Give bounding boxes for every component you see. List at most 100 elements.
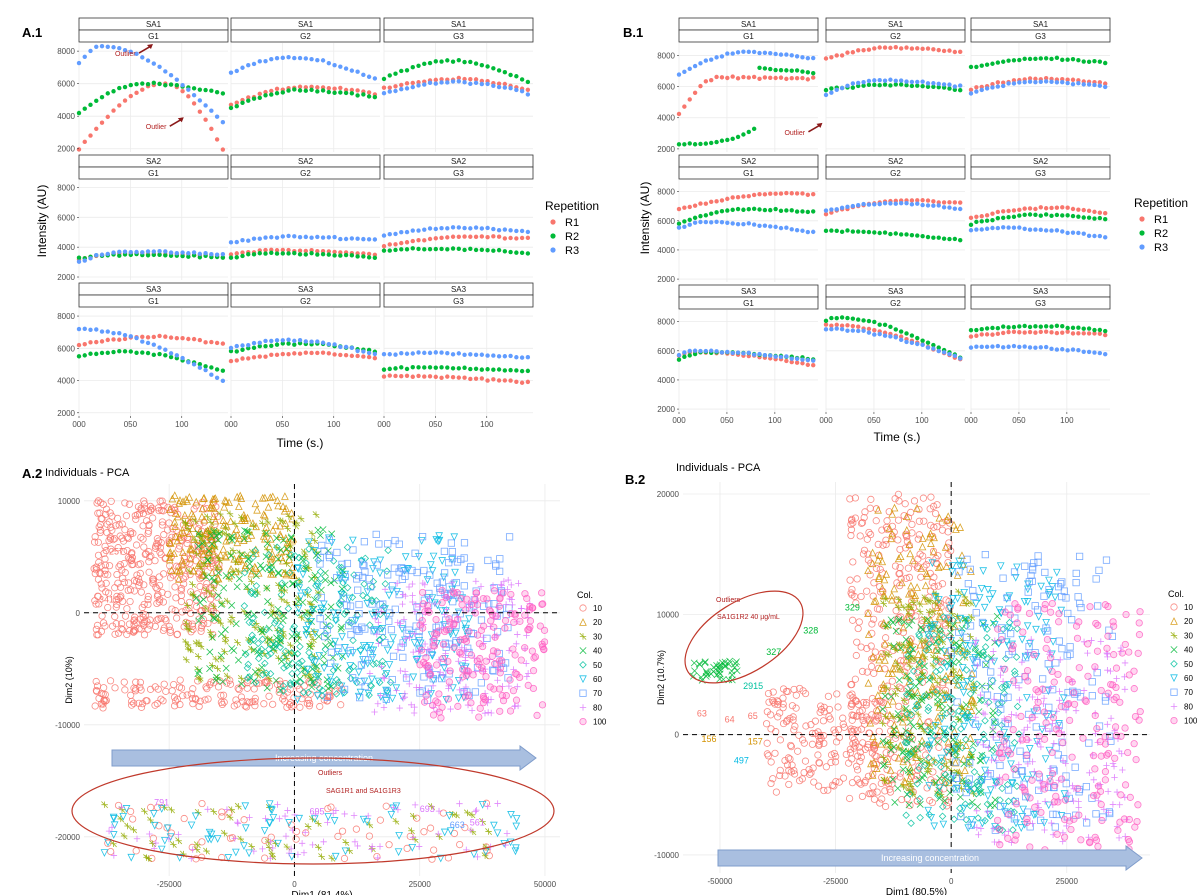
data-point-col-10	[857, 592, 865, 601]
legend-title: Col.	[577, 590, 593, 600]
data-point-col-20	[868, 548, 877, 557]
data-point-col-10	[123, 605, 131, 613]
data-point-r2	[877, 230, 882, 236]
data-point-r2	[682, 219, 687, 224]
data-point-r2	[947, 86, 952, 91]
data-point-r2	[163, 353, 168, 358]
data-point-r1	[180, 336, 185, 341]
data-point-r2	[496, 367, 502, 372]
data-point-col-100	[437, 714, 445, 722]
data-point-col-10	[764, 689, 773, 698]
data-point-r1	[757, 76, 762, 81]
data-point-r1	[399, 82, 404, 88]
data-point-col-10	[177, 587, 185, 595]
data-point-col-50	[288, 648, 296, 657]
data-point-col-20	[276, 521, 284, 530]
data-point-r1	[784, 76, 789, 82]
x-tick-label: 25000	[409, 880, 432, 889]
data-point-r3	[1092, 350, 1097, 355]
data-point-col-100	[495, 602, 503, 610]
data-point-r2	[850, 229, 856, 234]
data-point-r3	[861, 80, 866, 85]
data-point-col-10	[94, 592, 102, 600]
data-point-r2	[898, 232, 904, 237]
data-point-col-50	[289, 625, 297, 633]
data-point-col-20	[899, 623, 908, 632]
y-tick-label: 2000	[657, 405, 675, 414]
data-point-r2	[257, 251, 262, 256]
data-point-r2	[839, 315, 845, 320]
data-point-col-70	[395, 540, 403, 548]
data-point-col-10	[853, 575, 861, 583]
data-point-col-10	[159, 697, 167, 705]
data-point-col-60	[382, 670, 391, 678]
data-point-col-30	[222, 634, 230, 642]
data-point-col-60	[385, 591, 393, 600]
data-point-col-80	[341, 810, 348, 818]
data-point-col-100	[496, 664, 505, 672]
data-point-r3	[186, 251, 191, 256]
data-point-r3	[525, 229, 531, 235]
data-point-r3	[269, 338, 274, 344]
data-point-col-30	[895, 595, 903, 603]
data-point-col-10	[863, 587, 871, 595]
strip-label: SA3	[146, 285, 162, 294]
data-point-r3	[757, 50, 762, 56]
data-point-col-80	[524, 670, 532, 677]
data-point-col-70	[378, 627, 386, 635]
data-point-col-10	[847, 681, 855, 689]
data-point-col-10	[867, 642, 875, 650]
data-point-col-20	[251, 499, 260, 508]
data-point-r1	[866, 326, 872, 332]
data-point-col-40	[214, 536, 222, 544]
data-point-col-10	[139, 509, 148, 518]
data-point-r3	[151, 342, 157, 347]
data-point-col-100	[528, 647, 536, 655]
data-point-r3	[995, 343, 1001, 349]
data-point-col-10	[814, 751, 822, 759]
data-point-col-10	[104, 603, 112, 612]
data-point-r2	[269, 343, 274, 349]
data-point-col-10	[866, 504, 874, 512]
data-point-col-10	[902, 574, 910, 582]
data-point-r2	[909, 83, 915, 89]
data-point-col-10	[926, 796, 934, 805]
data-point-col-10	[153, 803, 162, 811]
data-point-col-20	[950, 520, 958, 529]
data-point-col-10	[124, 579, 133, 587]
legend-key-r3	[1139, 244, 1145, 250]
data-point-col-30	[300, 548, 308, 556]
data-point-col-10	[175, 545, 183, 553]
data-point-r2	[439, 365, 444, 370]
data-point-col-50	[302, 559, 310, 567]
x-tick-label: 000	[224, 420, 238, 429]
data-point-col-10	[881, 778, 889, 786]
data-point-col-100	[472, 589, 480, 597]
data-point-col-20	[934, 563, 943, 572]
data-point-r3	[309, 339, 314, 344]
data-point-r2	[1103, 216, 1108, 222]
data-point-col-10	[910, 497, 919, 505]
data-point-r2	[209, 88, 214, 93]
data-point-col-30	[312, 511, 320, 519]
y-tick-label: 6000	[657, 347, 675, 356]
data-point-r2	[823, 228, 829, 234]
data-point-col-10	[832, 738, 841, 746]
data-point-col-20	[924, 645, 933, 654]
data-point-r2	[445, 365, 450, 370]
data-point-col-10	[824, 786, 832, 794]
data-point-r2	[251, 96, 257, 101]
data-point-col-70	[320, 547, 328, 555]
data-point-r3	[958, 83, 963, 88]
data-point-r3	[274, 338, 280, 343]
data-point-col-20	[247, 569, 256, 578]
data-point-col-50	[278, 579, 286, 587]
data-point-col-70	[484, 556, 492, 565]
data-point-r1	[257, 91, 262, 97]
data-point-col-10	[251, 697, 259, 706]
data-point-col-100	[432, 661, 441, 669]
data-point-r3	[111, 330, 116, 336]
data-point-r2	[1043, 212, 1049, 217]
data-point-r3	[286, 233, 291, 239]
data-point-col-10	[895, 642, 903, 650]
